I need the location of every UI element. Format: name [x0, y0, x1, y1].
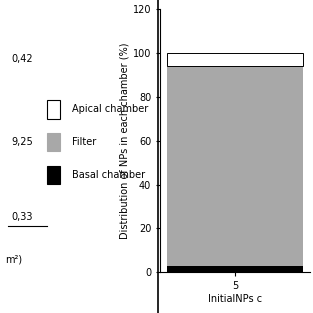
Text: Basal chamber: Basal chamber — [72, 170, 145, 180]
Text: 9,25: 9,25 — [11, 137, 33, 147]
Bar — [47, 166, 60, 184]
X-axis label: InitialNPs c: InitialNPs c — [208, 294, 262, 304]
Bar — [47, 100, 60, 119]
Bar — [47, 133, 60, 151]
Y-axis label: Distribution of NPs in each chamber (%): Distribution of NPs in each chamber (%) — [120, 43, 130, 239]
Text: Apical chamber: Apical chamber — [72, 104, 148, 114]
Bar — [167, 53, 303, 66]
Bar — [167, 266, 303, 272]
Bar — [167, 66, 303, 266]
Text: 0,42: 0,42 — [11, 54, 33, 64]
Text: Filter: Filter — [72, 137, 96, 147]
Text: m²): m²) — [5, 254, 22, 264]
Text: 0,33: 0,33 — [11, 212, 33, 222]
